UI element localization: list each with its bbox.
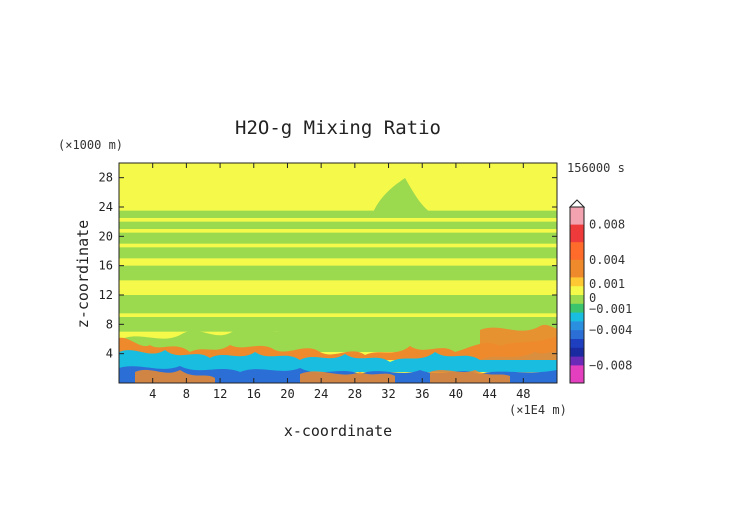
field-band-4 (119, 247, 557, 259)
colorbar-swatch (570, 281, 584, 287)
colorbar-swatch (570, 343, 584, 349)
colorbar-swatch (570, 295, 584, 300)
x-tick-label: 48 (516, 387, 530, 401)
colorbar-swatch (570, 352, 584, 358)
colorbar-swatch (570, 220, 584, 226)
colorbar-swatch (570, 356, 584, 362)
colorbar-swatch (570, 347, 584, 353)
colorbar-label: 0 (589, 291, 596, 305)
y-tick-label: 24 (99, 200, 113, 214)
x-axis-ticks: 4 8 12 16 20 24 28 32 36 40 44 48 (149, 163, 531, 401)
x-tick-label: 44 (482, 387, 496, 401)
colorbar-swatch (570, 242, 584, 248)
colorbar-label: −0.001 (589, 302, 632, 316)
y-axis-label: z-coordinate (74, 220, 92, 328)
colorbar-swatch (570, 365, 584, 371)
colorbar-swatches (570, 207, 584, 384)
colorbar-label: 0.004 (589, 253, 625, 267)
colorbar-extend-arrow (568, 199, 586, 208)
colorbar-swatch (570, 286, 584, 292)
x-tick-label: 40 (449, 387, 463, 401)
colorbar-swatch (570, 299, 584, 305)
field-band-6 (119, 295, 557, 314)
x-axis-label: x-coordinate (284, 422, 392, 440)
x-tick-label: 16 (247, 387, 261, 401)
colorbar-frame (569, 206, 585, 384)
plot-area (119, 163, 557, 383)
field-bands (119, 163, 557, 332)
orange-patch-1 (135, 369, 215, 383)
colorbar-swatch (570, 273, 584, 278)
y-tick-label: 16 (99, 259, 113, 273)
colorbar-swatch (570, 251, 584, 256)
colorbar-swatch (570, 378, 584, 384)
colorbar-swatch (570, 224, 584, 230)
colorbar-swatch (570, 264, 584, 270)
field-band-2 (119, 221, 557, 229)
orange-patch-4 (480, 324, 557, 360)
colorbar-swatch (570, 374, 584, 380)
x-tick-label: 32 (381, 387, 395, 401)
plot-frame (118, 162, 558, 384)
x-tick-label: 24 (314, 387, 328, 401)
field-band-1 (119, 210, 557, 218)
x-tick-label: 8 (183, 387, 190, 401)
colorbar-swatch (570, 308, 584, 314)
field-band-0 (119, 163, 557, 207)
cyan-layer (119, 350, 557, 372)
colorbar-label: 0.008 (589, 218, 625, 232)
green-plume (372, 178, 430, 215)
colorbar-swatch (570, 330, 584, 336)
x-tick-label: 4 (149, 387, 156, 401)
colorbar-swatch (570, 211, 584, 217)
field-band-3 (119, 232, 557, 244)
colorbar-label: −0.004 (589, 323, 632, 337)
colorbar-swatch (570, 255, 584, 261)
colorbar-swatch (570, 321, 584, 327)
colorbar-swatch (570, 290, 584, 296)
colorbar-swatch (570, 268, 584, 274)
y-tick-label: 4 (106, 347, 113, 361)
y-tick-label: 28 (99, 171, 113, 185)
boundary-layer-blobs (119, 178, 557, 383)
field-band-5 (119, 265, 557, 281)
colorbar-label: 0.001 (589, 277, 625, 291)
colorbar-swatch (570, 334, 584, 340)
x-tick-label: 20 (280, 387, 294, 401)
colorbar-swatch (570, 246, 584, 252)
x-tick-label: 12 (213, 387, 227, 401)
colorbar-swatch (570, 237, 584, 243)
y-axis-ticks: 4 8 12 16 20 24 28 (99, 171, 557, 361)
x-tick-label: 36 (415, 387, 429, 401)
colorbar-swatch (570, 369, 584, 375)
colorbar-swatch (570, 312, 584, 318)
y-tick-label: 12 (99, 288, 113, 302)
colorbar-swatch (570, 361, 584, 366)
colorbar-swatch (570, 229, 584, 234)
orange-patch-2 (300, 371, 395, 383)
colorbar-swatch (570, 215, 584, 221)
colorbar-swatch (570, 207, 584, 212)
chart-title: H2O-g Mixing Ratio (235, 117, 441, 139)
green-layer (119, 317, 557, 352)
x-unit-label: (×1E4 m) (509, 403, 567, 417)
colorbar-swatch (570, 325, 584, 331)
y-unit-label: (×1000 m) (58, 138, 123, 152)
y-tick-label: 8 (106, 317, 113, 331)
colorbar-swatch (570, 233, 584, 239)
colorbar-swatch (570, 303, 584, 309)
orange-layer (119, 336, 557, 360)
time-label: 156000 s (567, 161, 625, 175)
colorbar-swatch (570, 259, 584, 265)
x-tick-label: 28 (348, 387, 362, 401)
colorbar-swatch (570, 277, 584, 283)
y-tick-label: 20 (99, 229, 113, 243)
colorbar-swatch (570, 317, 584, 322)
colorbar-label: −0.008 (589, 358, 632, 372)
colorbar-swatch (570, 339, 584, 344)
